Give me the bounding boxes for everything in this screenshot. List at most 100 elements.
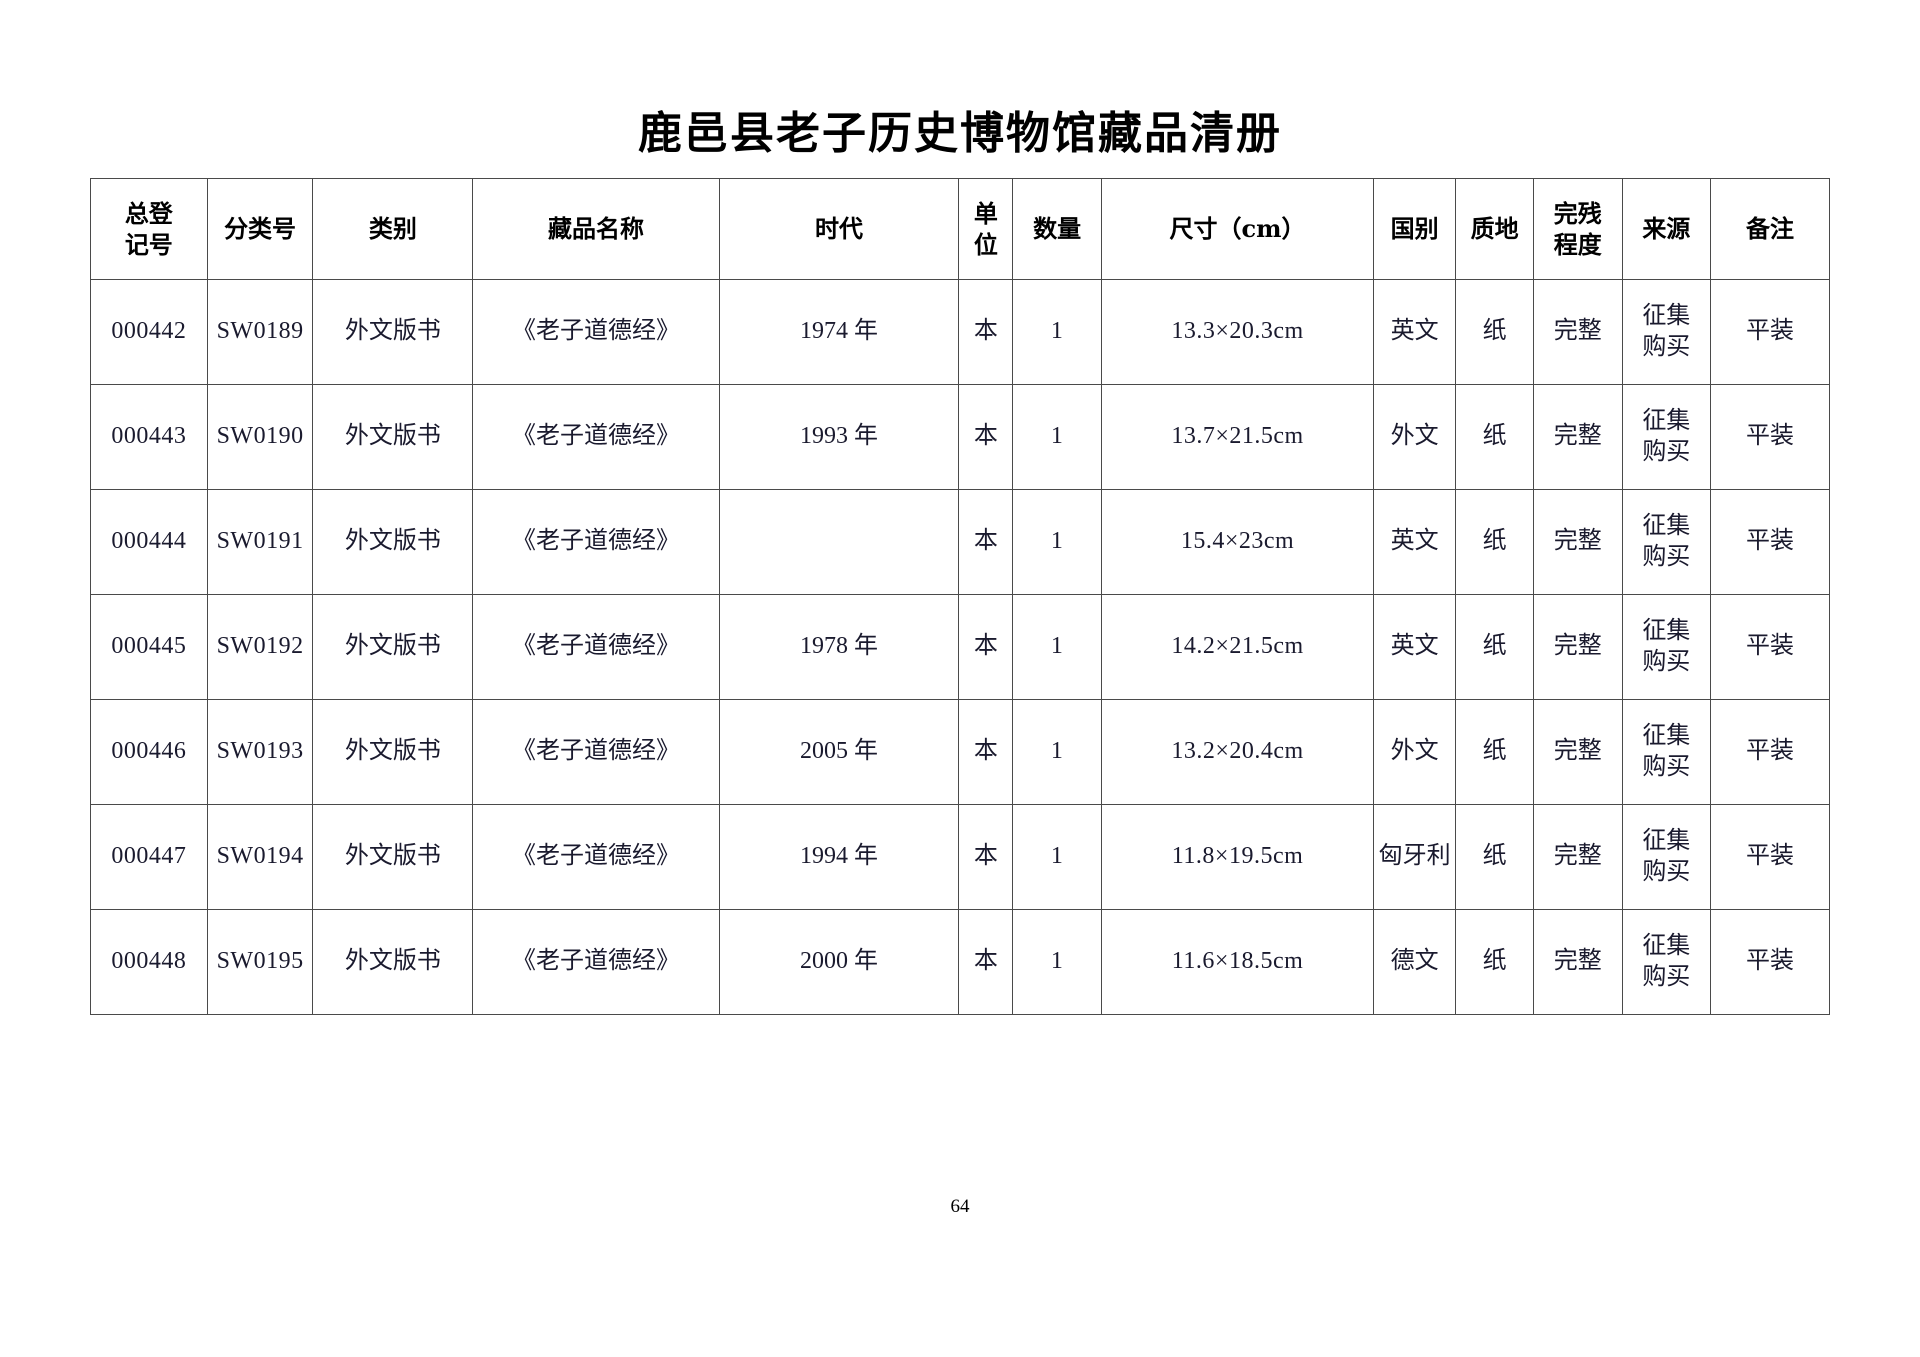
- cell-material: 纸: [1455, 384, 1534, 490]
- cell-source: 征集 购买: [1621, 489, 1712, 595]
- cell-note: 平装: [1710, 384, 1830, 490]
- cell-unit: 本: [958, 594, 1014, 700]
- cell-condition: 完整: [1532, 804, 1623, 910]
- cell-source-line2: 购买: [1642, 964, 1691, 990]
- cell-era: 1993 年: [718, 384, 960, 490]
- cell-unit: 本: [958, 279, 1014, 385]
- cell-note: 平装: [1710, 279, 1830, 385]
- cell-size: 11.6×18.5cm: [1100, 909, 1375, 1015]
- table-header: 总登 记号 分类号 类别 藏品名称 时代 单 位 数量 尺寸（cm） 国别 质地: [90, 178, 1830, 280]
- table-row: 000446 SW0193 外文版书 《老子道德经》 2005 年 本 1 13…: [90, 699, 1830, 805]
- cell-collection-name: 《老子道德经》: [472, 699, 720, 805]
- cell-material: 纸: [1455, 699, 1534, 805]
- cell-source: 征集 购买: [1621, 699, 1712, 805]
- cell-condition: 完整: [1532, 279, 1623, 385]
- cell-category: 外文版书: [312, 489, 474, 595]
- cell-source: 征集 购买: [1621, 384, 1712, 490]
- cell-classification-number: SW0193: [206, 699, 314, 805]
- column-header-material: 质地: [1455, 178, 1534, 280]
- cell-material: 纸: [1455, 489, 1534, 595]
- cell-quantity: 1: [1012, 804, 1102, 910]
- cell-category: 外文版书: [312, 279, 474, 385]
- cell-quantity: 1: [1012, 489, 1102, 595]
- inventory-table-wrapper: 总登 记号 分类号 类别 藏品名称 时代 单 位 数量 尺寸（cm） 国别 质地: [90, 156, 1830, 1015]
- cell-era: 1978 年: [718, 594, 960, 700]
- collection-inventory-table: 总登 记号 分类号 类别 藏品名称 时代 单 位 数量 尺寸（cm） 国别 质地: [90, 178, 1830, 1015]
- cell-material: 纸: [1455, 279, 1534, 385]
- cell-condition: 完整: [1532, 594, 1623, 700]
- cell-source: 征集 购买: [1621, 594, 1712, 700]
- table-row: 000447 SW0194 外文版书 《老子道德经》 1994 年 本 1 11…: [90, 804, 1830, 910]
- cell-condition: 完整: [1532, 489, 1623, 595]
- cell-registration-number: 000447: [90, 804, 208, 910]
- cell-note: 平装: [1710, 804, 1830, 910]
- cell-classification-number: SW0189: [206, 279, 314, 385]
- column-header-classification-number: 分类号: [206, 178, 314, 280]
- cell-era: [718, 489, 960, 595]
- cell-registration-number: 000446: [90, 699, 208, 805]
- table-row: 000443 SW0190 外文版书 《老子道德经》 1993 年 本 1 13…: [90, 384, 1830, 490]
- cell-classification-number: SW0190: [206, 384, 314, 490]
- column-header-unit-line1: 单: [973, 198, 998, 228]
- page-number: 64: [950, 1196, 970, 1217]
- cell-country: 德文: [1373, 909, 1457, 1015]
- cell-condition: 完整: [1532, 384, 1623, 490]
- cell-classification-number: SW0191: [206, 489, 314, 595]
- cell-quantity: 1: [1012, 279, 1102, 385]
- cell-size: 11.8×19.5cm: [1100, 804, 1375, 910]
- page-title: 鹿邑县老子历史博物馆藏品清册: [638, 108, 1282, 159]
- cell-material: 纸: [1455, 909, 1534, 1015]
- cell-source-line1: 征集: [1642, 407, 1691, 434]
- column-header-country: 国别: [1373, 178, 1457, 280]
- cell-size: 13.7×21.5cm: [1100, 384, 1375, 490]
- cell-quantity: 1: [1012, 909, 1102, 1015]
- cell-note: 平装: [1710, 489, 1830, 595]
- cell-source-line2: 购买: [1642, 649, 1691, 675]
- column-header-category: 类别: [312, 178, 474, 280]
- table-row: 000442 SW0189 外文版书 《老子道德经》 1974 年 本 1 13…: [90, 279, 1830, 385]
- cell-country: 外文: [1373, 384, 1457, 490]
- cell-registration-number: 000445: [90, 594, 208, 700]
- cell-source-line2: 购买: [1642, 544, 1691, 570]
- cell-classification-number: SW0194: [206, 804, 314, 910]
- cell-source-line1: 征集: [1642, 932, 1691, 959]
- cell-registration-number: 000442: [90, 279, 208, 385]
- cell-size: 13.3×20.3cm: [1100, 279, 1375, 385]
- cell-source-line1: 征集: [1642, 827, 1691, 854]
- column-header-note: 备注: [1710, 178, 1830, 280]
- cell-unit: 本: [958, 384, 1014, 490]
- cell-country: 英文: [1373, 594, 1457, 700]
- column-header-unit: 单 位: [958, 178, 1014, 280]
- cell-country: 英文: [1373, 279, 1457, 385]
- cell-source-line1: 征集: [1642, 302, 1691, 329]
- table-row: 000448 SW0195 外文版书 《老子道德经》 2000 年 本 1 11…: [90, 909, 1830, 1015]
- cell-country: 英文: [1373, 489, 1457, 595]
- cell-collection-name: 《老子道德经》: [472, 489, 720, 595]
- cell-size: 15.4×23cm: [1100, 489, 1375, 595]
- cell-collection-name: 《老子道德经》: [472, 279, 720, 385]
- cell-collection-name: 《老子道德经》: [472, 384, 720, 490]
- cell-note: 平装: [1710, 909, 1830, 1015]
- cell-note: 平装: [1710, 594, 1830, 700]
- cell-category: 外文版书: [312, 909, 474, 1015]
- cell-source: 征集 购买: [1621, 909, 1712, 1015]
- cell-category: 外文版书: [312, 384, 474, 490]
- column-header-collection-name: 藏品名称: [472, 178, 720, 280]
- cell-registration-number: 000444: [90, 489, 208, 595]
- cell-source-line2: 购买: [1642, 334, 1691, 360]
- cell-material: 纸: [1455, 804, 1534, 910]
- cell-era: 2005 年: [718, 699, 960, 805]
- cell-material: 纸: [1455, 594, 1534, 700]
- cell-era: 1994 年: [718, 804, 960, 910]
- cell-source: 征集 购买: [1621, 804, 1712, 910]
- table-body: 000442 SW0189 外文版书 《老子道德经》 1974 年 本 1 13…: [90, 279, 1830, 1015]
- cell-note: 平装: [1710, 699, 1830, 805]
- cell-condition: 完整: [1532, 699, 1623, 805]
- cell-category: 外文版书: [312, 594, 474, 700]
- cell-size: 13.2×20.4cm: [1100, 699, 1375, 805]
- cell-collection-name: 《老子道德经》: [472, 909, 720, 1015]
- cell-country: 匈牙利: [1373, 804, 1457, 910]
- cell-quantity: 1: [1012, 594, 1102, 700]
- cell-registration-number: 000448: [90, 909, 208, 1015]
